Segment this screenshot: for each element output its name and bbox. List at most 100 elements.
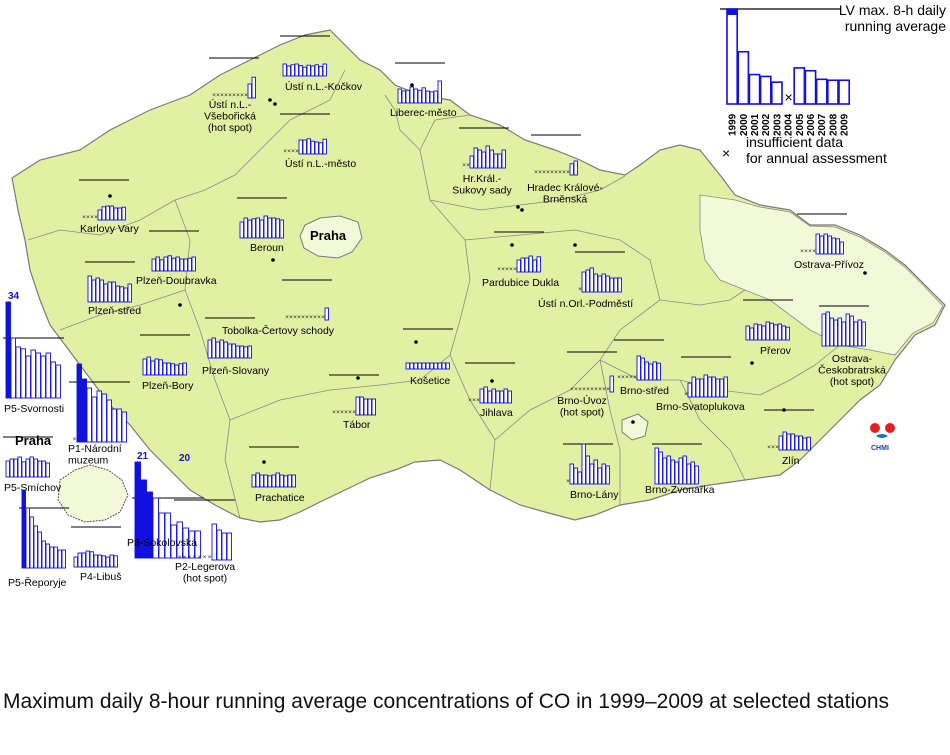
bar-2005 [111,281,116,303]
bar-2008 [318,65,323,77]
bar-2009 [61,549,66,569]
bar-2005 [306,64,311,77]
bar-2003 [761,325,766,341]
legend-insufficient-label-1: insufficient data [746,134,843,150]
no-data-mark: × [220,92,224,99]
station-label: P5-Svornosti [4,403,64,415]
bar-2007 [686,463,691,485]
bar-2004 [597,275,602,293]
bar-2000 [409,362,414,370]
bar-2009 [324,307,329,321]
station-label: Tobolka-Čertovy schody [222,324,335,337]
bar-2007 [528,255,533,273]
bar-2000 [581,271,586,293]
bar-2004 [841,321,846,347]
station-beroun[interactable]: Beroun [237,197,287,262]
bar-2004 [703,374,708,398]
station-zlin[interactable]: × × ×Zlín [764,408,814,467]
no-data-mark: × [542,169,546,176]
no-data-mark: × [566,478,570,485]
station-plzen-stred[interactable]: Plzeň-střed [85,261,141,317]
station-hr-kral-sukovy-sady[interactable]: × × Hr.Král.-Sukovy sady [452,127,520,209]
station-label: Plzeň-Slovany [202,365,270,377]
station-usti-n-l-kockov[interactable]: Ústí n.L.-Kočkov [268,35,363,102]
station-tabor[interactable]: × × × × × ×Tábor [329,374,379,431]
no-data-mark: × [586,386,590,393]
station-label: Zlín [782,455,800,467]
station-kosetice[interactable]: Košetice [403,328,453,387]
station-ostrava-privoz[interactable]: × × × ×Ostrava-Přívoz [794,213,867,275]
no-data-mark: × [578,386,582,393]
station-p5-svornosti[interactable]: 34 P5-Svornosti [3,291,64,415]
bar-2001 [259,474,264,488]
station-usti-n-l-vseboricka-hot-spot[interactable]: × × × × × × × × ×Ústí n.L.-Všebořická(hot spot) [204,57,277,134]
bar-2000 [211,337,216,359]
legend-bar-2007 [815,78,828,105]
bar-2009 [121,206,126,221]
bar-2009 [573,160,578,176]
station-p5-smichov[interactable]: P5-Smíchov [3,436,62,494]
station-usti-n-orl-podmesti[interactable]: × Ústí n.Orl.-Podměstí [538,243,633,310]
bar-2005 [263,215,268,239]
station-hradec-kralove-brnenska[interactable]: × × × × × × × × ×Hradec Králové-Brněnská [520,134,603,212]
station-ostrava-ceskobratrska-hot-spot[interactable]: Ostrava-Českobratrská(hot spot) [818,305,886,388]
station-jihlava[interactable]: × × ×Jihlava [465,362,515,419]
station-plzen-slovany[interactable]: Plzeň-Slovany [202,317,270,377]
station-usti-n-l-mesto[interactable]: × × × ×Ústí n.L.-město [280,113,356,170]
bar-2008 [835,238,840,255]
bar-2009 [605,465,610,485]
bar-2009 [609,375,614,393]
station-p5-reporyje[interactable]: P5-Řeporyje [8,489,69,589]
station-brno-uvoz-hot-spot[interactable]: × × × × × × × × × ×Brno-Úvoz(hot spot) [557,351,635,424]
legend-year-label: 2000 [739,113,750,136]
station-brno-lany[interactable]: ×Brno-Lány [563,443,619,501]
station-prachatice[interactable]: Prachatice [249,446,305,504]
station-tobolka-certovy-schody[interactable]: × × × × × × × × × ×Tobolka-Čertovy schody [222,279,335,337]
bar-2004 [516,259,521,273]
bar-2002 [695,378,700,398]
no-data-mark: × [590,386,594,393]
station-brno-svatoplukova[interactable]: × Brno-Svatoplukova [656,356,745,413]
station-label: P2-Legerova [175,561,235,573]
station-p4-libus[interactable]: P4-Libuš [71,526,121,583]
no-data-mark: × [501,266,505,273]
bar-2000 [749,327,754,341]
station-label: Ústí n.L.-Kočkov [285,80,363,93]
bar-1999 [134,461,141,559]
station-karlovy-vary[interactable]: × × × ×Karlovy Vary [79,179,139,235]
station-dot [863,271,867,275]
bar-2008 [441,362,446,370]
no-data-mark: × [566,169,570,176]
no-data-mark: × [606,386,610,393]
station-prerov[interactable]: Přerov [743,299,793,365]
bar-2008 [569,163,574,176]
no-data-mark: × [578,286,582,293]
station-pardubice-dukla[interactable]: × × × × ×Pardubice Dukla [482,231,559,289]
bar-2008 [781,325,786,341]
co-station-map: Praha Praha Ústí n.L.-Kočkov× × × × × × × × ×Úst… [3,2,946,589]
bar-2008 [187,257,192,272]
station-plzen-doubravka[interactable]: Plzeň-Doubravka [136,230,217,307]
bar-2003 [158,512,165,559]
no-data-mark: × [497,266,501,273]
bar-2008 [503,388,508,404]
station-label: Brněnská [543,194,588,206]
bar-2009 [445,362,450,370]
bar-2008 [275,218,280,239]
station-brno-zvonarka[interactable]: Brno-Zvonařka [645,443,715,496]
no-data-mark: × [534,169,538,176]
station-brno-stred[interactable]: × × × × ×Brno-střed [614,339,669,397]
station-plzen-bory[interactable]: Plzeň-Bory [140,334,194,392]
bar-2009 [226,532,232,561]
bar-2009 [182,362,187,376]
station-p8-sokolovska[interactable]: 21 P8-Sokolovská [127,451,204,559]
logo-dot-right [885,423,895,433]
station-liberec-mesto[interactable]: Liberec-město [390,62,457,119]
no-data-mark: × [212,92,216,99]
bar-2003 [89,551,94,568]
bar-2005 [845,313,850,347]
station-label: muzeum [68,455,109,467]
bar-2002 [479,388,484,404]
